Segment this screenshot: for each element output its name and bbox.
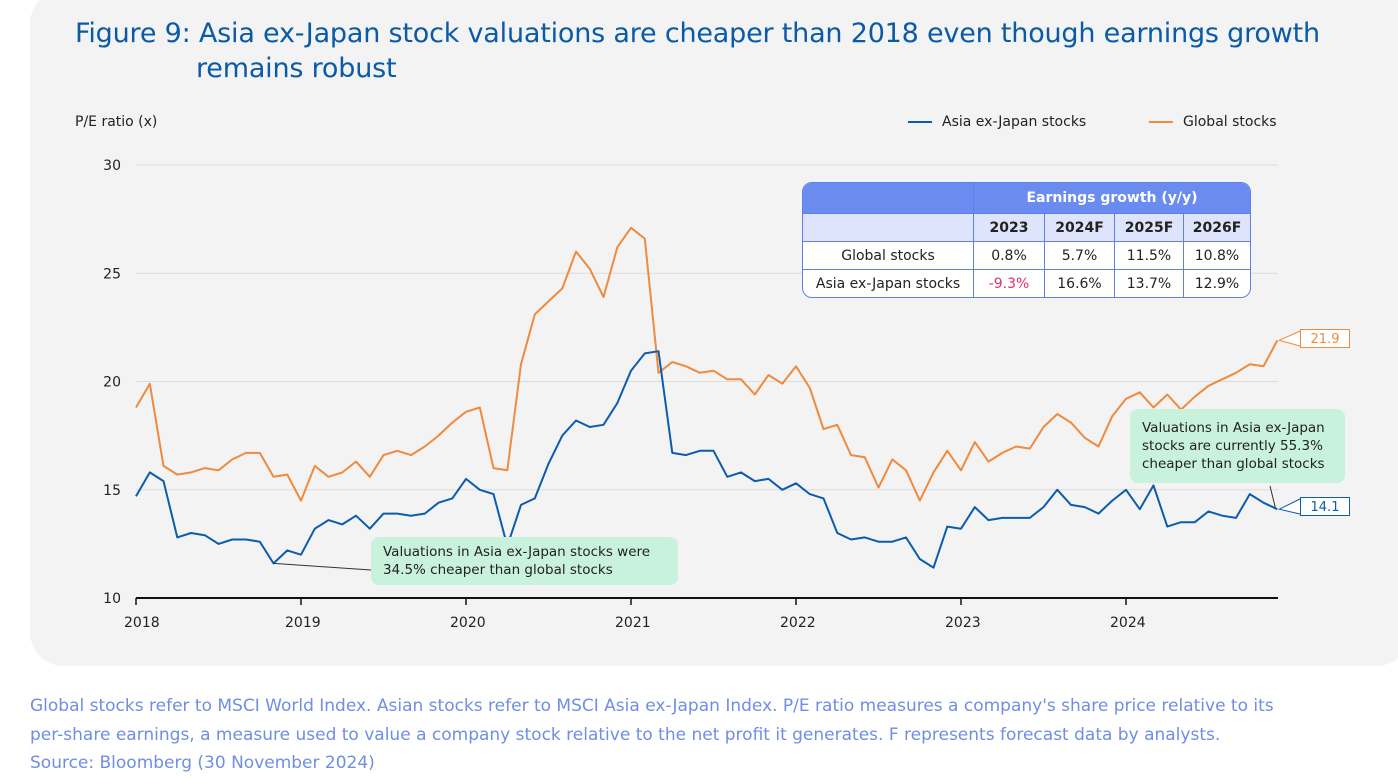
x-tick-label: 2018: [124, 615, 160, 631]
table-cell: 11.5%: [1115, 242, 1184, 270]
table-cell: 12.9%: [1194, 275, 1240, 292]
table-year: 2026F: [1184, 214, 1250, 242]
table-year: 2025F: [1115, 214, 1184, 242]
table-year: 2024F: [1045, 214, 1115, 242]
table-cell-negative: -9.3%: [974, 270, 1045, 297]
table-row-label: Asia ex-Japan stocks: [803, 270, 974, 297]
annotation-current: Valuations in Asia ex-Japan stocks are c…: [1130, 409, 1345, 483]
annotation-line: Valuations in Asia ex-Japan stocks were: [383, 544, 651, 560]
y-tick-label: 20: [103, 375, 121, 391]
x-tick-label: 2023: [945, 615, 981, 631]
annotation-2018: Valuations in Asia ex-Japan stocks were …: [371, 537, 678, 585]
chart-title-line2: remains robust: [196, 53, 397, 84]
legend-swatch-asia: [908, 121, 932, 123]
x-tick-label: 2022: [780, 615, 816, 631]
series-line-asia: [135, 350, 1278, 569]
table-cell: 10.8%: [1184, 242, 1250, 270]
annotation-line: 34.5% cheaper than global stocks: [383, 562, 613, 578]
x-axis: 2018 2019 2020 2021 2022 2023 2024: [124, 597, 1278, 631]
annotation-leaders: [273, 330, 1301, 571]
chart-title-line1: Figure 9: Asia ex-Japan stock valuations…: [75, 18, 1320, 49]
table-year: 2023: [974, 214, 1045, 242]
y-tick-label: 25: [103, 266, 121, 282]
x-tick-label: 2021: [615, 615, 651, 631]
earnings-growth-table: Earnings growth (y/y) 2023 2024F 2025F 2…: [802, 182, 1251, 298]
table-cell: 16.6%: [1045, 270, 1115, 297]
series-line-global: [135, 226, 1279, 502]
table-row-label: Global stocks: [803, 242, 974, 270]
table-corner-2: [803, 214, 974, 242]
annotation-leader-current: [1269, 485, 1276, 508]
footnote: Global stocks refer to MSCI World Index.…: [30, 692, 1370, 778]
series-lines: [135, 226, 1279, 569]
table-row-asia: Asia ex-Japan stocks -9.3% 16.6% 13.7% 1…: [803, 270, 1250, 297]
y-tick-label: 30: [103, 158, 121, 174]
footnote-line: per-share earnings, a measure used to va…: [30, 724, 1221, 745]
footnote-line: Global stocks refer to MSCI World Index.…: [30, 696, 1274, 716]
end-label-pointer-asia: [1277, 498, 1301, 515]
chart-panel: [30, 0, 1398, 666]
table-header: Earnings growth (y/y): [974, 183, 1250, 214]
annotation-line: Valuations in Asia ex-Japan: [1142, 420, 1325, 436]
source-note: Source: Bloomberg (30 November 2024): [30, 753, 375, 773]
annotation-line: stocks are currently 55.3%: [1142, 438, 1323, 454]
x-tick-label: 2019: [285, 615, 321, 631]
x-tick-label: 2020: [450, 615, 486, 631]
y-tick-labels: 10 15 20 25 30: [103, 158, 121, 607]
legend-swatch-global: [1149, 121, 1173, 123]
end-label-asia: 14.1: [1300, 497, 1350, 516]
end-label-global: 21.9: [1300, 329, 1350, 348]
annotation-leader-2018: [273, 562, 372, 571]
table-cell: 13.7%: [1115, 270, 1184, 297]
legend-label-global: Global stocks: [1183, 114, 1277, 130]
legend-label-asia: Asia ex-Japan stocks: [942, 114, 1087, 130]
table-corner: [803, 183, 974, 214]
x-tick-label: 2024: [1110, 615, 1146, 631]
y-tick-label: 10: [103, 591, 121, 607]
annotation-line: cheaper than global stocks: [1142, 456, 1325, 472]
end-label-pointer-global: [1277, 330, 1301, 347]
legend-item-global: Global stocks: [1149, 114, 1277, 130]
table-row-global: Global stocks 0.8% 5.7% 11.5% 10.8%: [803, 242, 1250, 270]
y-axis-label: P/E ratio (x): [75, 114, 158, 130]
table-cell: 5.7%: [1045, 242, 1115, 270]
table-cell: 0.8%: [974, 242, 1045, 270]
y-tick-label: 15: [103, 483, 121, 499]
legend-item-asia: Asia ex-Japan stocks: [908, 114, 1086, 130]
